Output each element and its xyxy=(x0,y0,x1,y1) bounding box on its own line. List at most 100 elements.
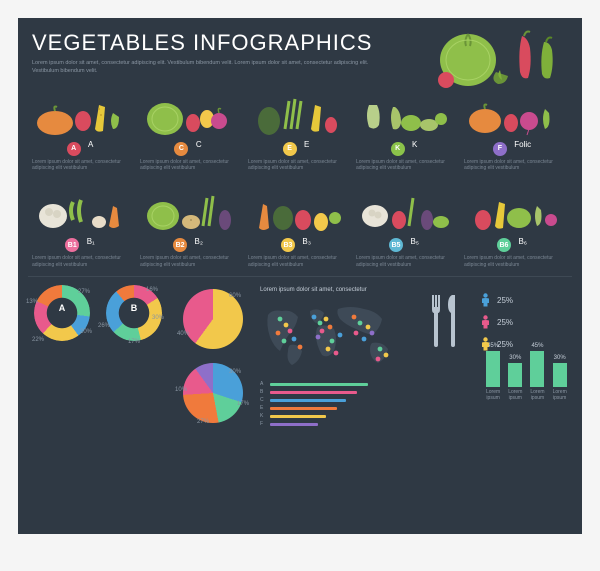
vitamin-description: Lorem ipsum dolor sit amet, consectetur … xyxy=(462,255,562,268)
pie-value-label: 10% xyxy=(175,387,187,393)
vegetable-cluster-icon xyxy=(139,182,237,234)
badge-letter: B3 xyxy=(283,242,292,249)
pie-value-label: 27% xyxy=(197,419,209,425)
eating-section: 25%25%25% xyxy=(410,287,566,359)
donut-value-label: 17% xyxy=(128,339,140,345)
person-stat-2: 25% xyxy=(480,337,513,351)
vitamin-badge: F xyxy=(493,142,507,156)
person-icon xyxy=(480,337,491,351)
vbar-caption: Lorem ipsum xyxy=(486,389,500,401)
donut-value-label: 20% xyxy=(80,329,92,335)
donut-chart-B: B16%30%17%26% xyxy=(100,285,168,433)
horizontal-bars: ABCEKF xyxy=(260,381,400,427)
vitamin-description: Lorem ipsum dolor sit amet, consectetur … xyxy=(30,159,130,172)
vitamin-name: K xyxy=(412,140,417,149)
map-title: Lorem ipsum dolor sit amet, consectetur xyxy=(260,287,400,293)
hero-vegetables-illustration xyxy=(426,22,576,92)
hbar-row-F: F xyxy=(260,421,400,427)
vitamin-description: Lorem ipsum dolor sit amet, consectetur … xyxy=(246,255,346,268)
vitamin-badge: B5 xyxy=(389,238,403,252)
world-map-section: Lorem ipsum dolor sit amet, consectetur … xyxy=(256,285,404,433)
vitamin-name: A xyxy=(88,140,93,149)
donut-value-label: 30% xyxy=(152,315,164,321)
vitamin-grid-row2: B1 B₁ Lorem ipsum dolor sit amet, consec… xyxy=(18,178,582,273)
vbar-3: 30%Lorem ipsum xyxy=(553,355,567,401)
fork-knife-icon xyxy=(418,291,472,351)
vegetable-cluster-icon xyxy=(355,85,453,137)
pie-value-label: 30% xyxy=(229,369,241,375)
person-value: 25% xyxy=(497,340,513,349)
pie-value-label: 60% xyxy=(229,293,241,299)
donut-center-label: A xyxy=(28,303,96,313)
vegetable-cluster-icon xyxy=(139,85,237,137)
right-column: 25%25%25% 45%Lorem ipsum30%Lorem ipsum45… xyxy=(404,285,572,433)
world-map xyxy=(260,297,400,375)
person-icon xyxy=(480,315,491,329)
badge-letter: B2 xyxy=(176,242,185,249)
vitamin-name: B₁ xyxy=(87,237,95,246)
hbar-bar xyxy=(270,391,357,394)
hbar-label: E xyxy=(260,405,268,411)
vitamin-badge: B1 xyxy=(65,238,79,252)
person-value: 25% xyxy=(497,296,513,305)
vegetable-cluster-icon xyxy=(31,85,129,137)
donut-chart-A: A13%22%20%27% xyxy=(28,285,96,433)
vegetable-cluster-icon xyxy=(463,85,561,137)
hbar-label: F xyxy=(260,421,268,427)
vitamin-cell-C: C C Lorem ipsum dolor sit amet, consecte… xyxy=(134,81,242,176)
badge-letter: B1 xyxy=(68,242,77,249)
badge-letter: A xyxy=(71,145,76,152)
pie-charts: 60%40%30%17%27%10% xyxy=(169,285,256,433)
vbar-bar xyxy=(553,363,567,387)
vitamin-cell-B: B6 B₆ Lorem ipsum dolor sit amet, consec… xyxy=(458,178,566,273)
pie-value-label: 40% xyxy=(177,331,189,337)
vitamin-cell-B: B3 B₃ Lorem ipsum dolor sit amet, consec… xyxy=(242,178,350,273)
donut-value-label: 13% xyxy=(26,299,38,305)
badge-letter: B5 xyxy=(392,242,401,249)
vitamin-badge: E xyxy=(283,142,297,156)
hbar-label: K xyxy=(260,413,268,419)
vitamin-name: B₂ xyxy=(195,237,203,246)
vegetable-cluster-icon xyxy=(463,182,561,234)
vegetable-cluster-icon xyxy=(247,85,345,137)
badge-letter: K xyxy=(395,145,400,152)
hbar-label: C xyxy=(260,397,268,403)
vitamin-description: Lorem ipsum dolor sit amet, consectetur … xyxy=(354,255,454,268)
vitamin-cell-B: B2 B₂ Lorem ipsum dolor sit amet, consec… xyxy=(134,178,242,273)
hbar-row-B: B xyxy=(260,389,400,395)
vitamin-badge: C xyxy=(174,142,188,156)
hbar-bar xyxy=(270,423,318,426)
vitamin-name: C xyxy=(196,140,202,149)
vitamin-cell-E: E E Lorem ipsum dolor sit amet, consecte… xyxy=(242,81,350,176)
vegetable-cluster-icon xyxy=(31,182,129,234)
person-stat-0: 25% xyxy=(480,293,513,307)
vbar-caption: Lorem ipsum xyxy=(530,389,544,401)
vitamin-name: B₅ xyxy=(410,237,419,246)
vitamin-description: Lorem ipsum dolor sit amet, consectetur … xyxy=(138,159,238,172)
vitamin-badge: B3 xyxy=(281,238,295,252)
vitamin-description: Lorem ipsum dolor sit amet, consectetur … xyxy=(138,255,238,268)
vegetable-cluster-icon xyxy=(247,182,345,234)
hbar-row-A: A xyxy=(260,381,400,387)
intro-text: Lorem ipsum dolor sit amet, consectetur … xyxy=(32,60,382,75)
pie-chart-0: 60% 40% xyxy=(169,289,256,359)
vitamin-name: E xyxy=(304,140,309,149)
vitamin-cell-B: B1 B₁ Lorem ipsum dolor sit amet, consec… xyxy=(26,178,134,273)
vitamin-name: B₃ xyxy=(302,237,311,246)
vitamin-badge: B2 xyxy=(173,238,187,252)
vegetable-cluster-icon xyxy=(355,182,453,234)
pie-chart-1: 30%17%27%10% xyxy=(169,363,256,433)
vbar-caption: Lorem ipsum xyxy=(508,389,522,401)
donut-value-label: 22% xyxy=(32,337,44,343)
vitamin-description: Lorem ipsum dolor sit amet, consectetur … xyxy=(462,159,562,172)
people-percentages: 25%25%25% xyxy=(480,293,513,359)
vitamin-cell-B: B5 B₅ Lorem ipsum dolor sit amet, consec… xyxy=(350,178,458,273)
hbar-row-C: C xyxy=(260,397,400,403)
donut-value-label: 16% xyxy=(146,287,158,293)
vitamin-name: B₆ xyxy=(518,237,527,246)
vitamin-badge: A xyxy=(67,142,81,156)
separator xyxy=(28,276,572,277)
vitamin-name: Folic xyxy=(514,140,531,149)
badge-letter: B6 xyxy=(500,242,509,249)
vitamin-cell-Folic: F Folic Lorem ipsum dolor sit amet, cons… xyxy=(458,81,566,176)
